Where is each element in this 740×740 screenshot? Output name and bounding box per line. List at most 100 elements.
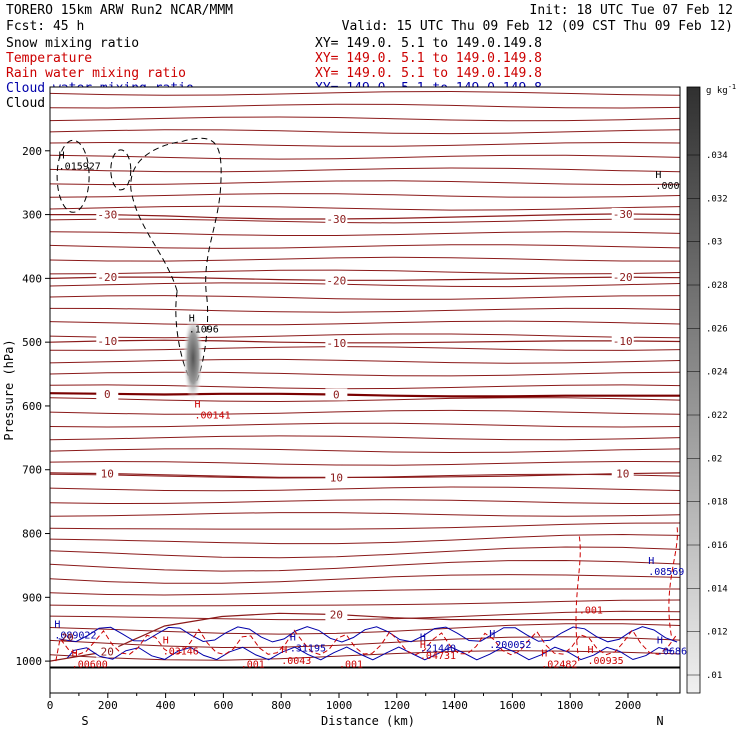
isoline: [50, 320, 680, 326]
extremum-value-7: .03146: [163, 647, 199, 658]
x-tick-label-8: 1600: [499, 699, 526, 712]
temp-contour--20: [50, 276, 680, 281]
extremum-value-6: .00600: [72, 659, 108, 670]
small-label-1: .001: [241, 659, 265, 670]
isoline: [50, 180, 680, 186]
extremum-marker-8: H: [290, 632, 296, 643]
contour-label--10-0: -10: [97, 335, 117, 348]
contour-label-bg: [325, 336, 348, 349]
extremum-marker-10: H: [420, 632, 426, 643]
extremum-value-9: .0043: [281, 656, 311, 667]
colorbar-label-6: .022: [706, 411, 728, 421]
y-tick-label-5: 700: [22, 464, 42, 477]
contour-label-10-2: 10: [616, 468, 629, 481]
isoline: [50, 116, 680, 122]
x-tick-label-3: 600: [213, 699, 233, 712]
temp-contour--10: [50, 339, 680, 344]
field-xy-0: XY= 149.0. 5.1 to 149.0.149.8: [315, 36, 542, 51]
y-tick-label-8: 1000: [16, 655, 43, 668]
colorbar-label-2: .014: [706, 584, 728, 594]
extremum-value-12: .200052: [489, 640, 531, 651]
isoline: [50, 533, 680, 545]
isoline: [50, 409, 680, 415]
cloud-ice-outline-west: [56, 139, 90, 213]
colorbar-label-11: .032: [706, 194, 728, 204]
extremum-marker-2: H: [194, 400, 200, 411]
extremum-value-11: .04731: [420, 651, 456, 662]
header-forecast-hour: Fcst: 45 h: [6, 19, 84, 34]
isoline: [50, 422, 680, 428]
header-init-time: Init: 18 UTC Tue 07 Feb 12: [530, 3, 734, 18]
small-label-0: .001: [579, 605, 603, 616]
y-tick-label-6: 800: [22, 528, 42, 541]
contour-label--20-2: -20: [613, 271, 633, 284]
extremum-marker-14: H: [588, 645, 594, 656]
isoline: [50, 358, 680, 364]
contour-label--30-0: -30: [97, 209, 117, 222]
x-tick-label-6: 1200: [384, 699, 411, 712]
colorbar-label-12: .034: [706, 151, 728, 161]
extremum-marker-12: H: [489, 629, 495, 640]
extremum-marker-1: H: [189, 313, 195, 324]
x-axis-label: Distance (km): [321, 714, 415, 728]
temp-contour--30: [50, 213, 680, 220]
isoline: [50, 512, 680, 517]
x-tick-label-2: 400: [156, 699, 176, 712]
isoline: [50, 574, 680, 584]
end-label-north: N: [656, 714, 663, 728]
extremum-value-8: .31195: [290, 643, 326, 654]
isoline: [50, 193, 680, 198]
y-tick-label-4: 600: [22, 400, 42, 413]
extremum-marker-9: H: [281, 645, 287, 656]
field-name-2: Rain water mixing ratio: [6, 66, 186, 81]
rain-water-plume: [575, 533, 581, 662]
temp-contour-10: [50, 472, 680, 478]
isoline: [50, 486, 680, 492]
field-name-0: Snow mixing ratio: [6, 36, 139, 51]
extremum-value-15: .06862: [657, 647, 693, 658]
contour-label-bg: [96, 467, 119, 480]
cloud-water-contour-2: [66, 646, 673, 661]
field-xy-2: XY= 149.0. 5.1 to 149.0.149.8: [315, 66, 542, 81]
colorbar: g kg-1 .01 .012 .014 .016 .018 .02 .022 .024 .02…: [686, 83, 736, 694]
isoline: [50, 346, 680, 351]
isoline: [50, 559, 680, 572]
isoline: [50, 167, 680, 173]
isoline: [50, 141, 680, 147]
isoline: [50, 650, 680, 661]
x-tick-label-10: 2000: [615, 699, 642, 712]
contour-label-bg: [325, 213, 348, 226]
contour-label-bg: [96, 387, 119, 400]
contour-label-bg: [611, 207, 634, 220]
isoline: [50, 397, 680, 403]
isoline: [50, 333, 680, 339]
contour-label--20-1: -20: [326, 274, 346, 287]
small-label-2: .001: [339, 659, 363, 670]
cloud-ice-outline: [130, 137, 222, 385]
isoline: [50, 103, 680, 109]
isoline: [50, 231, 680, 236]
x-tick-label-1: 200: [98, 699, 118, 712]
extremum-marker-3: H: [655, 170, 661, 181]
isoline: [50, 307, 680, 313]
colorbar-bar: [686, 86, 701, 694]
y-tick-label-0: 200: [22, 145, 42, 158]
isoline: [50, 129, 680, 135]
plot-frame: [49, 86, 681, 694]
temp-contour-20: [50, 612, 680, 662]
extremum-value-5: .089022: [54, 631, 96, 642]
extremum-value-10: .21440: [420, 643, 456, 654]
extremum-marker-7: H: [163, 636, 169, 647]
extremum-marker-13: H: [541, 648, 547, 659]
cloud-ice-outline-small: [110, 149, 132, 191]
isoline: [50, 269, 680, 275]
isoline: [50, 384, 680, 390]
contour-label-bg: [325, 388, 348, 401]
contour-label-bg: [325, 274, 348, 287]
colorbar-label-7: .024: [706, 368, 728, 378]
colorbar-unit: g kg-1: [706, 83, 736, 96]
colorbar-label-10: .03: [706, 238, 722, 248]
temperature-contours: -30 -30 -30 -20 -20 -20 -10 -10 -10 0 0 10 10 10 20 20: [50, 90, 680, 669]
plot-background: [50, 87, 680, 693]
contour-label--10-2: -10: [613, 335, 633, 348]
